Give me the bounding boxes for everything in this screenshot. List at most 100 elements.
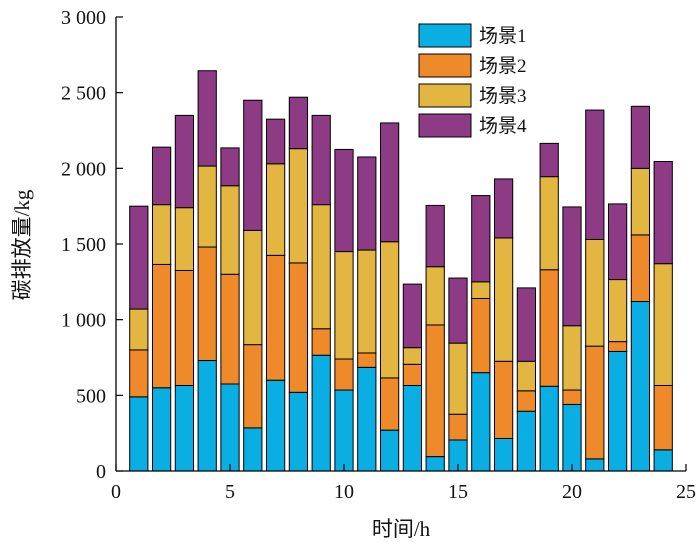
- bar-segment-3-t4: [197, 165, 217, 248]
- bar-segment-4-t3: [174, 114, 195, 209]
- bar-segment-1-t16: [471, 372, 491, 472]
- legend-label: 场景3: [479, 85, 527, 107]
- bar-segment-2-t22: [607, 341, 628, 352]
- bar-segment-1-t9: [311, 354, 331, 472]
- bar-segment-1-t12: [379, 429, 400, 472]
- bar-segment-1-t18: [516, 410, 537, 472]
- bar-segment-4-t6: [243, 99, 263, 231]
- bar-segment-3-t12: [379, 241, 400, 379]
- y-tick-label: 2 000: [61, 158, 106, 180]
- legend-swatch: [418, 53, 472, 78]
- bar-segment-1-t8: [288, 391, 309, 472]
- bar-segment-3-t18: [516, 360, 537, 392]
- bar-segment-3-t15: [448, 342, 468, 415]
- bar-segment-2-t16: [471, 297, 491, 374]
- bar-segment-2-t24: [653, 385, 673, 451]
- bar-segment-1-t6: [243, 427, 263, 472]
- bar-segment-3-t23: [630, 167, 651, 236]
- bar-segment-4-t7: [265, 118, 286, 165]
- bar-segment-2-t11: [357, 352, 377, 368]
- bar-segment-4-t19: [539, 142, 559, 178]
- bar-segment-4-t1: [129, 205, 149, 310]
- x-tick-label: 5: [225, 481, 235, 503]
- bar-segment-3-t5: [220, 185, 240, 275]
- bar-segment-4-t24: [653, 161, 673, 265]
- bar-segment-3-t22: [607, 279, 628, 343]
- bar-segment-1-t19: [539, 385, 559, 472]
- y-axis-title: 碳排放量/kg: [10, 189, 34, 300]
- bar-segment-3-t14: [425, 266, 445, 326]
- legend-label: 场景2: [479, 55, 527, 77]
- bar-segment-2-t19: [539, 269, 559, 387]
- bar-segment-2-t4: [197, 246, 217, 362]
- bar-segment-4-t21: [585, 109, 605, 240]
- bar-segment-4-t9: [311, 114, 331, 206]
- bar-segment-2-t7: [265, 254, 286, 381]
- bar-segment-1-t7: [265, 379, 286, 472]
- x-axis-title: 时间/h: [372, 517, 431, 541]
- bar-segment-4-t14: [425, 204, 445, 268]
- bar-segment-3-t7: [265, 163, 286, 256]
- bar-segment-4-t13: [402, 283, 423, 349]
- x-tick-label: 15: [448, 481, 468, 503]
- bar-segment-4-t17: [493, 178, 514, 239]
- legend-swatch: [418, 83, 472, 108]
- bar-segment-2-t9: [311, 328, 331, 356]
- ticks-layer: 0 500 1 000 1 500 2 000 2 500 3 000 0 5 10 15 20 25: [61, 7, 696, 503]
- y-tick-label: 1 000: [61, 310, 106, 332]
- legend-swatch: [418, 113, 472, 138]
- y-tick-label: 2 500: [61, 83, 106, 105]
- bar-segment-1-t13: [402, 385, 423, 472]
- bar-segment-1-t10: [334, 389, 354, 472]
- bar-segment-3-t10: [334, 251, 354, 360]
- bar-segment-2-t3: [174, 269, 195, 386]
- bar-segment-1-t5: [220, 383, 240, 472]
- bar-segment-3-t17: [493, 237, 514, 362]
- bar-segment-3-t16: [471, 281, 491, 299]
- bar-segment-2-t2: [151, 263, 172, 389]
- bar-segment-1-t11: [357, 366, 377, 472]
- bar-segment-3-t6: [243, 229, 263, 346]
- bar-segment-4-t15: [448, 277, 468, 344]
- bar-segment-1-t17: [493, 437, 514, 472]
- legend-label: 场景1: [479, 25, 527, 47]
- legend: 场景1 场景2 场景3 场景4: [418, 23, 527, 138]
- y-tick-label: 1 500: [61, 234, 106, 256]
- bar-segment-2-t12: [379, 377, 400, 431]
- bar-segment-2-t5: [220, 273, 240, 385]
- bar-segment-1-t21: [585, 458, 605, 472]
- bar-segment-3-t13: [402, 347, 423, 365]
- bar-segment-3-t21: [585, 238, 605, 347]
- bar-segment-2-t18: [516, 390, 537, 412]
- bar-segment-4-t22: [607, 203, 628, 281]
- bar-segment-4-t12: [379, 122, 400, 243]
- bar-segment-3-t11: [357, 249, 377, 354]
- bar-segment-2-t23: [630, 234, 651, 303]
- bar-segment-1-t4: [197, 360, 217, 472]
- x-tick-label: 0: [111, 481, 121, 503]
- bar-segment-4-t23: [630, 105, 651, 169]
- bar-segment-3-t20: [562, 325, 582, 391]
- bar-segment-4-t2: [151, 146, 172, 206]
- bar-segment-2-t13: [402, 363, 423, 386]
- y-tick-label: 0: [96, 461, 106, 483]
- bar-segment-3-t1: [129, 308, 149, 351]
- bar-segment-2-t21: [585, 345, 605, 460]
- bar-segment-1-t22: [607, 350, 628, 472]
- bar-segment-3-t9: [311, 204, 331, 330]
- bar-segment-2-t8: [288, 262, 309, 393]
- bar-segment-4-t18: [516, 287, 537, 362]
- bar-segment-1-t14: [425, 456, 445, 472]
- bar-segment-2-t14: [425, 324, 445, 458]
- bar-segment-2-t6: [243, 344, 263, 429]
- bar-segment-3-t24: [653, 263, 673, 386]
- bar-segment-3-t19: [539, 176, 559, 271]
- bar-segment-3-t3: [174, 207, 195, 271]
- bar-segment-1-t1: [129, 396, 149, 472]
- bar-segment-1-t3: [174, 385, 195, 472]
- bar-segment-2-t1: [129, 349, 149, 398]
- legend-label: 场景4: [479, 115, 527, 137]
- x-tick-label: 20: [562, 481, 582, 503]
- bar-segment-1-t20: [562, 403, 582, 472]
